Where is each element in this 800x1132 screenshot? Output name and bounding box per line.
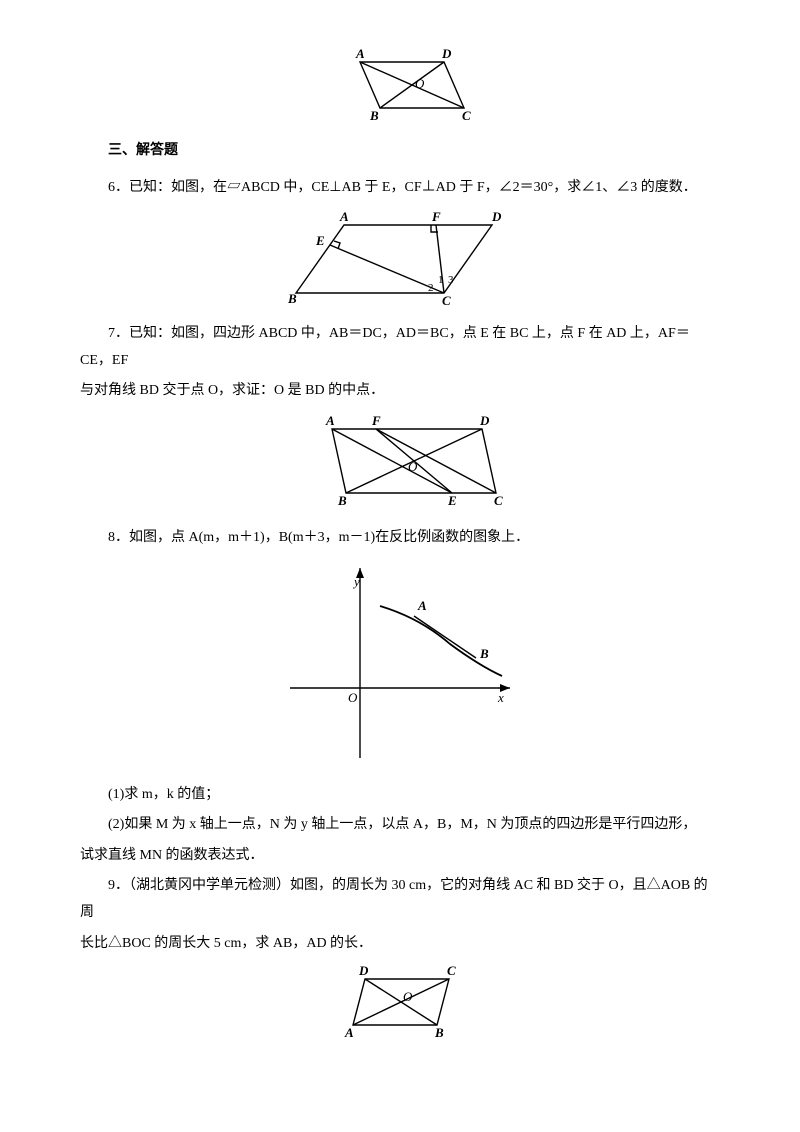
figure-8: y x O A B [80, 558, 720, 768]
label-C: C [447, 963, 456, 978]
problem-7-line1: 7．已知：如图，四边形 ABCD 中，AB＝DC，AD＝BC，点 E 在 BC … [80, 321, 720, 374]
label-2: 2 [428, 282, 434, 294]
label-O: O [408, 459, 418, 474]
label-B: B [479, 646, 489, 661]
label-B: B [369, 108, 379, 123]
problem-8-sub2b: 试求直线 MN 的函数表达式． [80, 843, 720, 870]
label-E: E [315, 233, 325, 248]
label-y: y [352, 574, 360, 589]
label-A: A [339, 209, 349, 224]
label-B: B [434, 1025, 444, 1040]
label-O: O [348, 690, 358, 705]
label-B: B [287, 291, 297, 306]
page: A D B C O 三、解答题 6．已知：如图，在▱ABCD 中，CE⊥AB 于… [0, 0, 800, 1132]
section-title: 三、解答题 [80, 138, 720, 165]
problem-8: 8．如图，点 A(m，m＋1)，B(m＋3，m－1)在反比例函数的图象上． [80, 525, 720, 552]
label-C: C [494, 493, 503, 508]
label-F: F [371, 413, 381, 428]
label-A: A [325, 413, 335, 428]
label-D: D [491, 209, 502, 224]
label-A: A [344, 1025, 354, 1040]
figure-7: A F D B E C O [80, 411, 720, 511]
problem-6: 6．已知：如图，在▱ABCD 中，CE⊥AB 于 E，CF⊥AD 于 F，∠2＝… [80, 175, 720, 202]
label-3: 3 [448, 274, 454, 286]
figure-top-parallelogram: A D B C O [80, 46, 720, 124]
label-D: D [479, 413, 490, 428]
label-A: A [355, 46, 365, 61]
figure-9: D C A B O [80, 963, 720, 1041]
label-B: B [337, 493, 347, 508]
problem-7-line2: 与对角线 BD 交于点 O，求证：O 是 BD 的中点． [80, 378, 720, 405]
problem-9-line2: 长比△BOC 的周长大 5 cm，求 AB，AD 的长． [80, 931, 720, 958]
label-D: D [441, 46, 452, 61]
label-O: O [403, 989, 413, 1004]
label-C: C [442, 293, 451, 307]
label-E: E [447, 493, 457, 508]
figure-6: 2 1 3 A F D E B C [80, 207, 720, 307]
label-C: C [462, 108, 471, 123]
label-D: D [358, 963, 369, 978]
problem-9-line1: 9．（湖北黄冈中学单元检测）如图，的周长为 30 cm，它的对角线 AC 和 B… [80, 873, 720, 926]
label-O: O [415, 76, 425, 91]
problem-8-sub2a: (2)如果 M 为 x 轴上一点，N 为 y 轴上一点，以点 A，B，M，N 为… [80, 812, 720, 839]
label-x: x [497, 690, 504, 705]
problem-8-sub1: (1)求 m，k 的值； [80, 782, 720, 809]
label-A: A [417, 598, 427, 613]
label-1: 1 [438, 274, 444, 286]
label-F: F [431, 209, 441, 224]
